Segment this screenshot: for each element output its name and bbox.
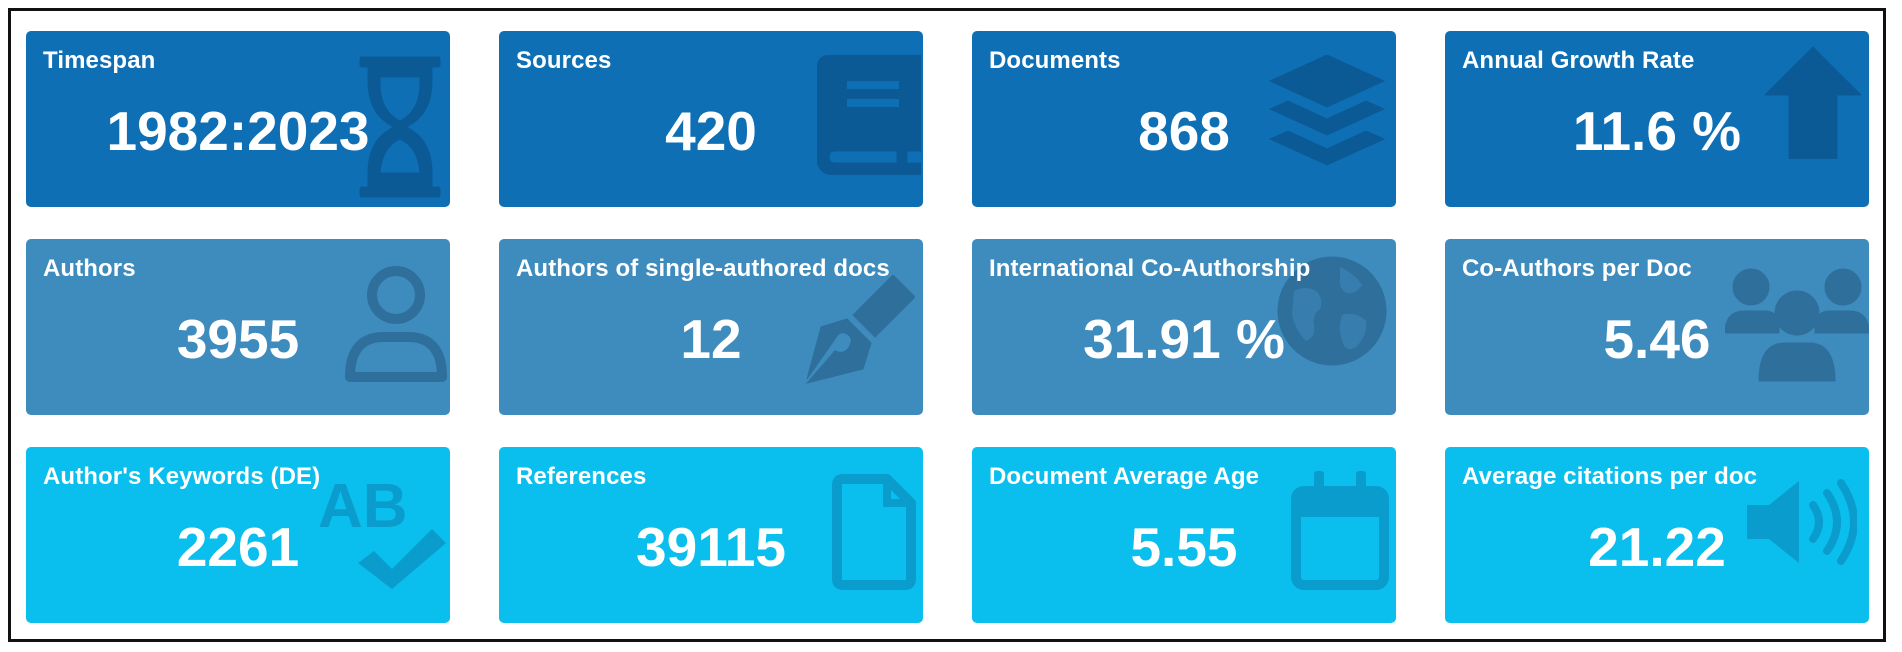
hourglass-icon bbox=[358, 55, 442, 204]
card-authors-keywords: AB Author's Keywords (DE) 2261 bbox=[26, 447, 450, 623]
card-value: 12 bbox=[680, 308, 742, 370]
globe-icon bbox=[1276, 255, 1388, 372]
card-value: 420 bbox=[665, 100, 757, 162]
card-value: 1982:2023 bbox=[106, 100, 370, 162]
card-title: Sources bbox=[516, 47, 612, 74]
card-value: 3955 bbox=[176, 308, 300, 370]
card-title: Co-Authors per Doc bbox=[1462, 255, 1692, 282]
card-single-authored: Authors of single-authored docs 12 bbox=[499, 239, 923, 415]
card-document-average-age: Document Average Age 5.55 bbox=[972, 447, 1396, 623]
spellcheck-icon: AB bbox=[318, 471, 448, 596]
card-references: References 39115 bbox=[499, 447, 923, 623]
dashboard-frame: Timespan 1982:2023 Sources 420 bbox=[8, 8, 1886, 642]
card-international-coauthorship: International Co-Authorship 31.91 % bbox=[972, 239, 1396, 415]
card-value: 39115 bbox=[636, 516, 786, 578]
card-value: 31.91 % bbox=[1083, 308, 1285, 370]
users-icon bbox=[1724, 265, 1869, 388]
card-title: Authors bbox=[43, 255, 136, 282]
file-icon bbox=[831, 473, 917, 596]
card-documents: Documents 868 bbox=[972, 31, 1396, 207]
card-title: Document Average Age bbox=[989, 463, 1260, 490]
svg-text:AB: AB bbox=[318, 472, 408, 541]
card-title: Average citations per doc bbox=[1462, 463, 1758, 490]
stats-grid: Timespan 1982:2023 Sources 420 bbox=[26, 31, 1869, 623]
card-value: 5.46 bbox=[1603, 308, 1711, 370]
card-annual-growth-rate: Annual Growth Rate 11.6 % bbox=[1445, 31, 1869, 207]
card-value: 868 bbox=[1138, 100, 1230, 162]
volume-icon bbox=[1747, 477, 1858, 572]
user-icon bbox=[344, 265, 448, 388]
card-title: Author's Keywords (DE) bbox=[43, 463, 321, 490]
card-title: Timespan bbox=[43, 47, 156, 74]
card-coauthors-per-doc: Co-Authors per Doc 5.46 bbox=[1445, 239, 1869, 415]
card-value: 21.22 bbox=[1588, 516, 1726, 578]
card-value: 11.6 % bbox=[1572, 100, 1742, 162]
card-title: References bbox=[516, 463, 647, 490]
card-title: Authors of single-authored docs bbox=[516, 255, 890, 282]
book-icon bbox=[816, 54, 922, 180]
card-sources: Sources 420 bbox=[499, 31, 923, 207]
card-authors: Authors 3955 bbox=[26, 239, 450, 415]
layers-icon bbox=[1268, 54, 1386, 176]
calendar-icon bbox=[1290, 471, 1390, 596]
card-value: 2261 bbox=[176, 516, 300, 578]
card-title: Annual Growth Rate bbox=[1462, 47, 1695, 74]
card-value: 5.55 bbox=[1130, 516, 1238, 578]
card-average-citations: Average citations per doc 21.22 bbox=[1445, 447, 1869, 623]
arrow-up-icon bbox=[1763, 46, 1863, 164]
card-timespan: Timespan 1982:2023 bbox=[26, 31, 450, 207]
pen-nib-icon bbox=[805, 274, 916, 390]
card-title: Documents bbox=[989, 47, 1121, 74]
card-title: International Co-Authorship bbox=[989, 255, 1311, 282]
